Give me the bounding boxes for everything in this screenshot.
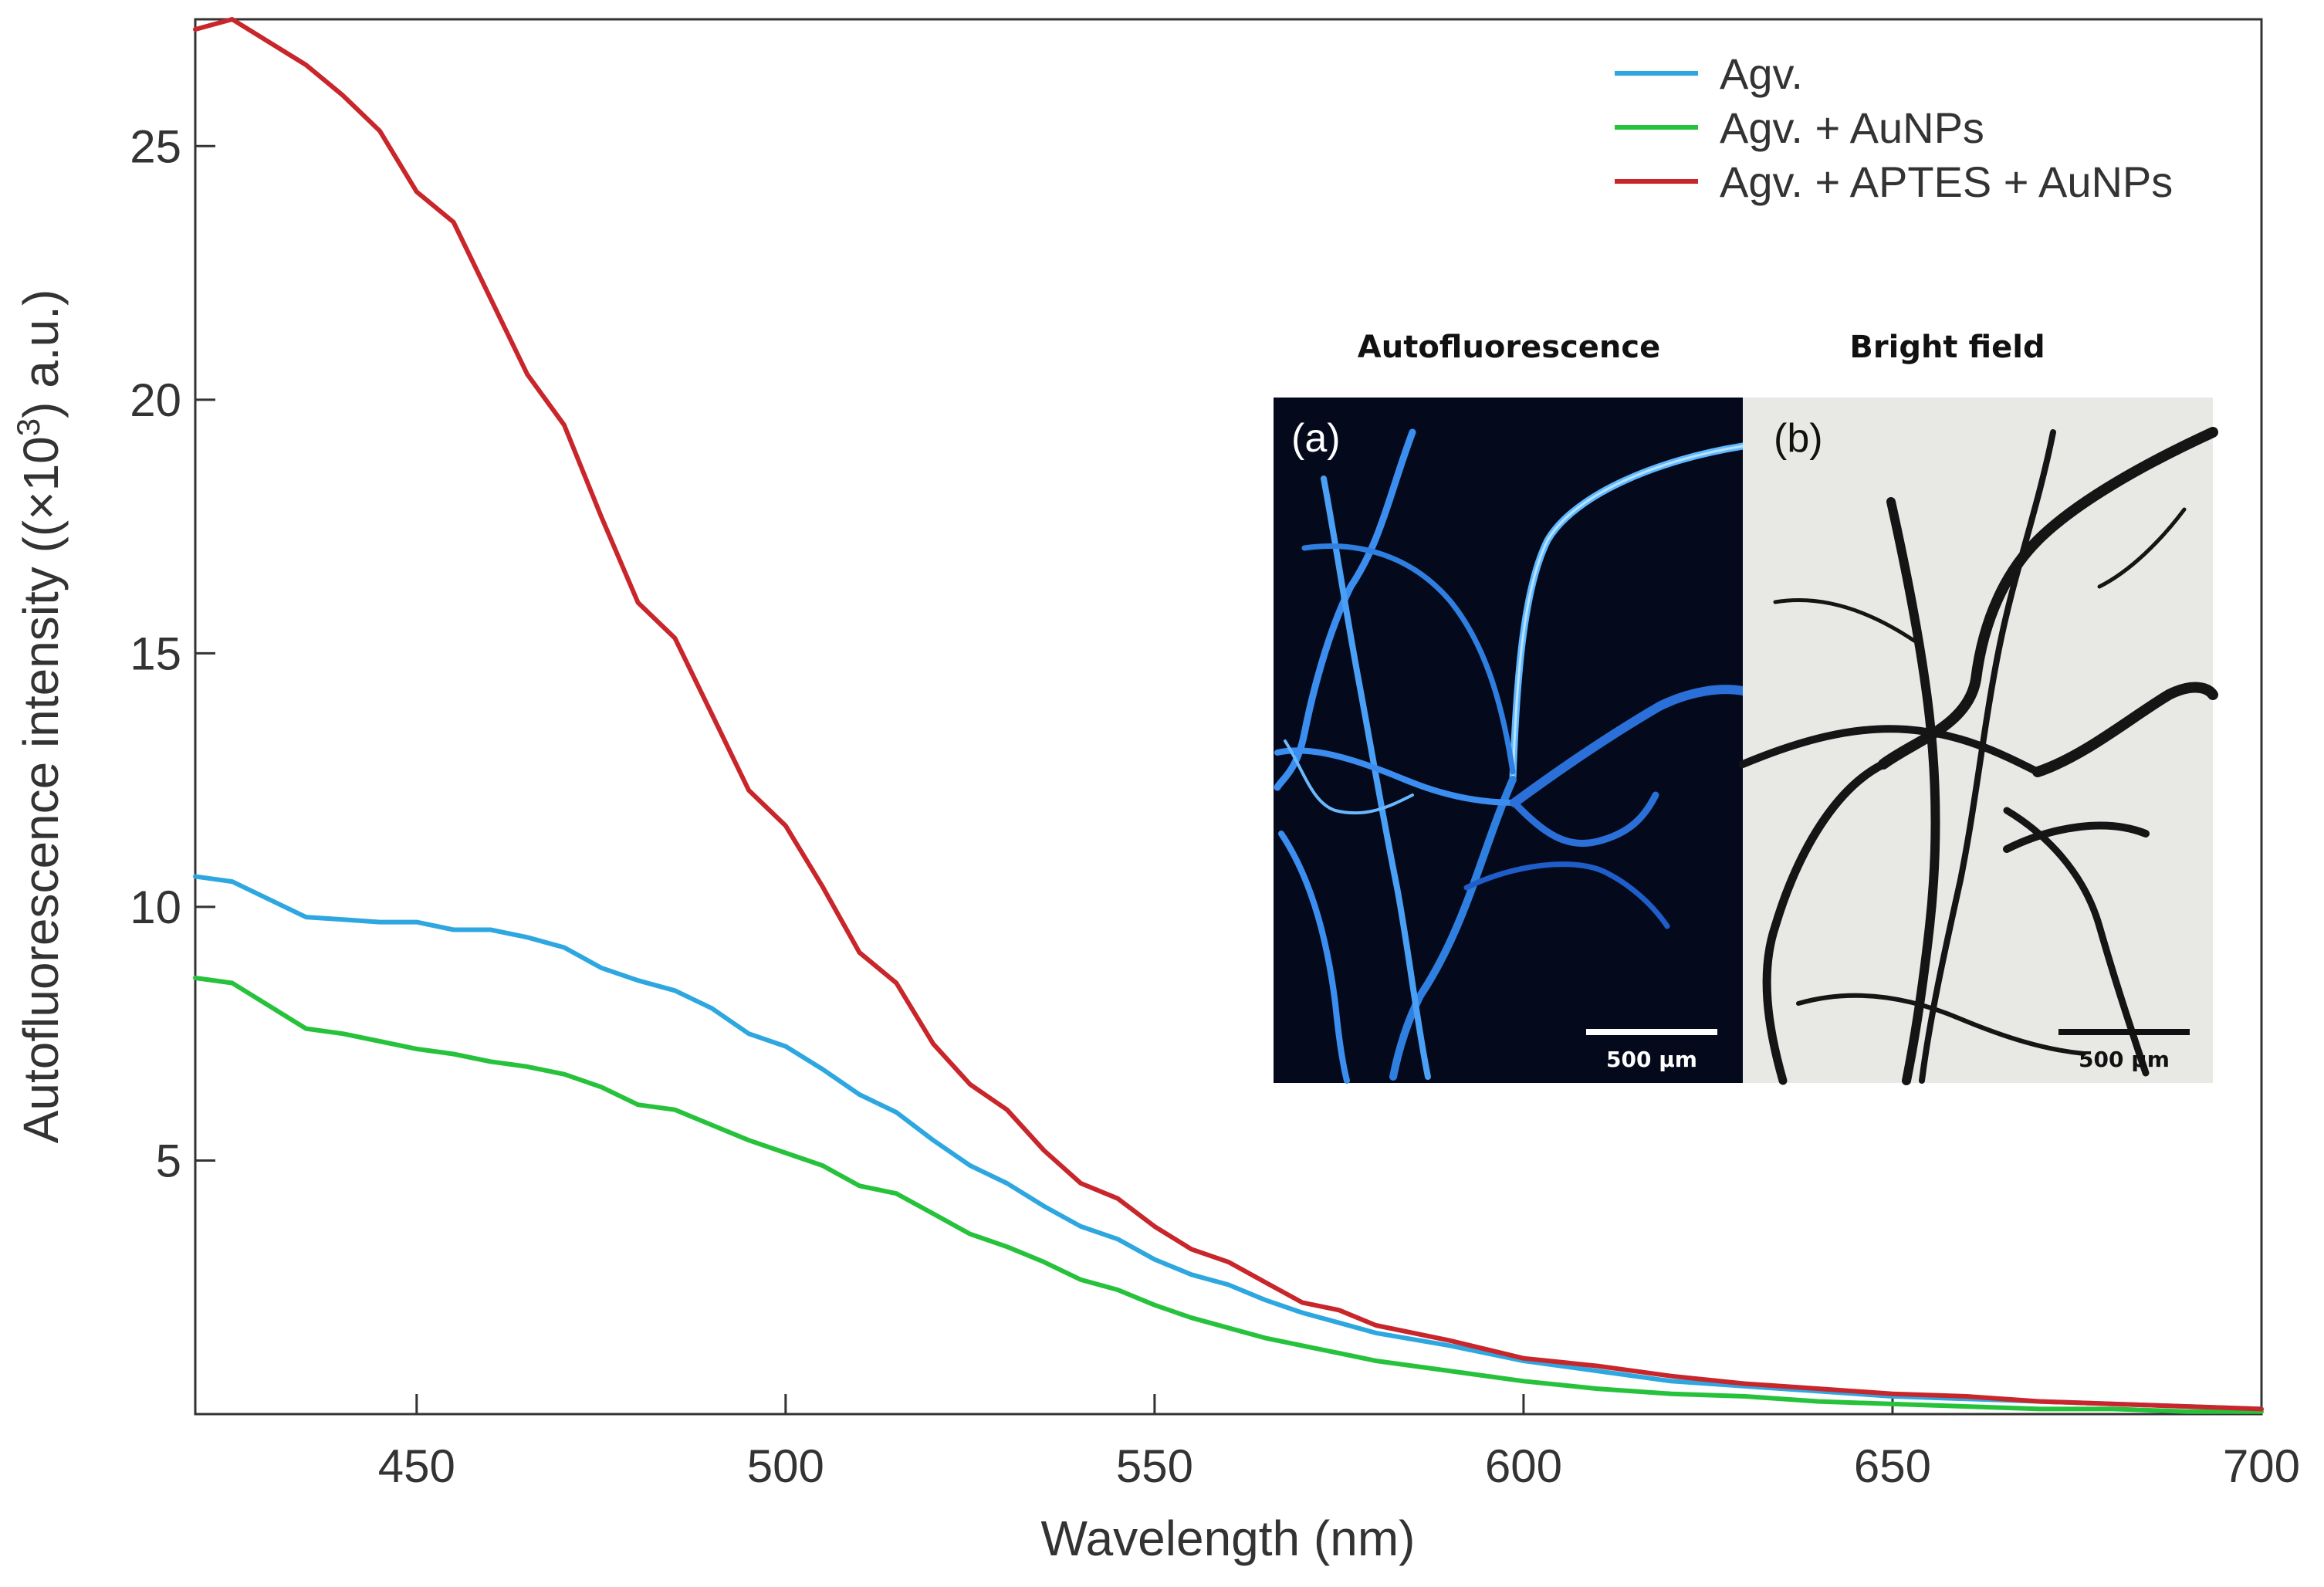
y-tick-label: 20 [130, 374, 181, 426]
y-axis-title-exponent: 3 [10, 418, 46, 436]
x-tick-label: 700 [2223, 1440, 2300, 1492]
y-tick-label: 15 [130, 628, 181, 679]
y-tick-label: 5 [156, 1135, 181, 1186]
y-axis-title-prefix: Autofluorescence intensity ((×10 [13, 436, 69, 1143]
plot-frame [194, 18, 2263, 1416]
x-tick-label: 450 [378, 1440, 455, 1492]
series-lines [193, 17, 2264, 1414]
panel-label-b: (b) [1774, 416, 1823, 461]
inset-title-autofluorescence: Autofluorescence [1358, 330, 1660, 365]
legend-label: Agv. [1720, 49, 1803, 98]
scale-bar-label-a: 500 µm [1606, 1047, 1697, 1072]
scale-bar-label-b: 500 µm [2079, 1047, 2170, 1072]
bright-field-image: 500 µm (b) [1739, 398, 2218, 1085]
series-line-3 [193, 17, 2264, 1412]
y-tick-label: 10 [130, 881, 181, 933]
x-tick-label: 550 [1116, 1440, 1193, 1492]
legend-label: Agv. + APTES + AuNPs [1720, 157, 2173, 206]
legend: Agv. Agv. + AuNPs Agv. + APTES + AuNPs [1615, 49, 2173, 206]
series-line-1 [193, 874, 2264, 1412]
inset: Autofluorescence Bright field 500 µm [1274, 330, 2218, 1085]
inset-title-bright-field: Bright field [1849, 330, 2045, 365]
legend-label: Agv. + AuNPs [1720, 103, 1984, 152]
y-tick-label: 25 [130, 120, 181, 172]
autofluorescence-image: 500 µm (a) [1274, 398, 1747, 1084]
series-line-2 [193, 975, 2264, 1414]
x-tick-label: 600 [1485, 1440, 1562, 1492]
x-axis-ticks: 450 500 550 600 650 700 [378, 1394, 2300, 1492]
y-axis-title: Autofluorescence intensity ((×103) a.u.) [10, 289, 69, 1144]
y-axis-ticks: 5 10 15 20 25 [130, 120, 215, 1186]
x-tick-label: 500 [747, 1440, 824, 1492]
panel-label-a: (a) [1291, 416, 1341, 461]
x-tick-label: 650 [1854, 1440, 1931, 1492]
x-axis-title: Wavelength (nm) [1041, 1511, 1416, 1566]
y-axis-title-suffix: ) a.u.) [13, 289, 69, 418]
